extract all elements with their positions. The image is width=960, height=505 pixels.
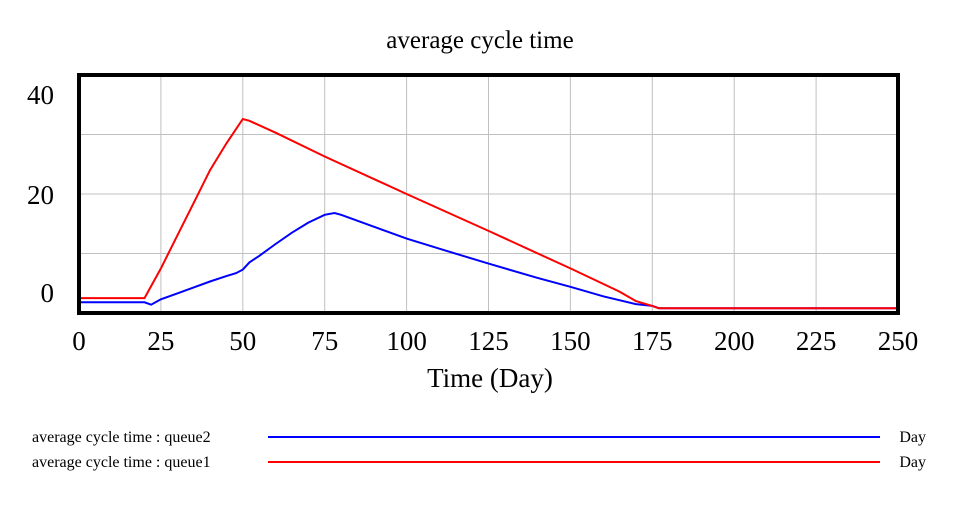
x-tick-label: 75: [311, 326, 338, 356]
x-axis-label: Time (Day): [427, 363, 553, 393]
y-tick-label: 0: [41, 278, 55, 308]
plot-frame: [77, 73, 900, 315]
legend-label: average cycle time : queue2: [32, 429, 211, 446]
x-tick-label: 150: [550, 326, 591, 356]
series-group: [79, 117, 898, 310]
x-tick-label: 25: [147, 326, 174, 356]
x-tick-label: 100: [386, 326, 427, 356]
y-tick-labels: 0 20 40: [27, 80, 54, 308]
x-tick-label: 175: [632, 326, 673, 356]
legend-label: average cycle time : queue1: [32, 454, 211, 471]
legend: average cycle time : queue2 Day average cy…: [32, 429, 926, 471]
x-tick-label: 50: [229, 326, 256, 356]
grid: [78, 75, 899, 313]
x-tick-label: 0: [72, 326, 86, 356]
chart-title: average cycle time: [386, 27, 573, 54]
x-tick-label: 250: [878, 326, 919, 356]
x-tick-label: 225: [796, 326, 837, 356]
x-tick-labels: 0 25 50 75 100 125 150 175 200 225 250: [72, 326, 918, 356]
series-line-2: [79, 117, 898, 310]
y-tick-label: 20: [27, 180, 54, 210]
legend-unit: Day: [899, 429, 926, 446]
x-tick-label: 200: [714, 326, 755, 356]
series-line-1: [79, 211, 898, 310]
x-tick-label: 125: [468, 326, 509, 356]
y-tick-label: 40: [27, 80, 54, 110]
legend-unit: Day: [899, 454, 926, 471]
